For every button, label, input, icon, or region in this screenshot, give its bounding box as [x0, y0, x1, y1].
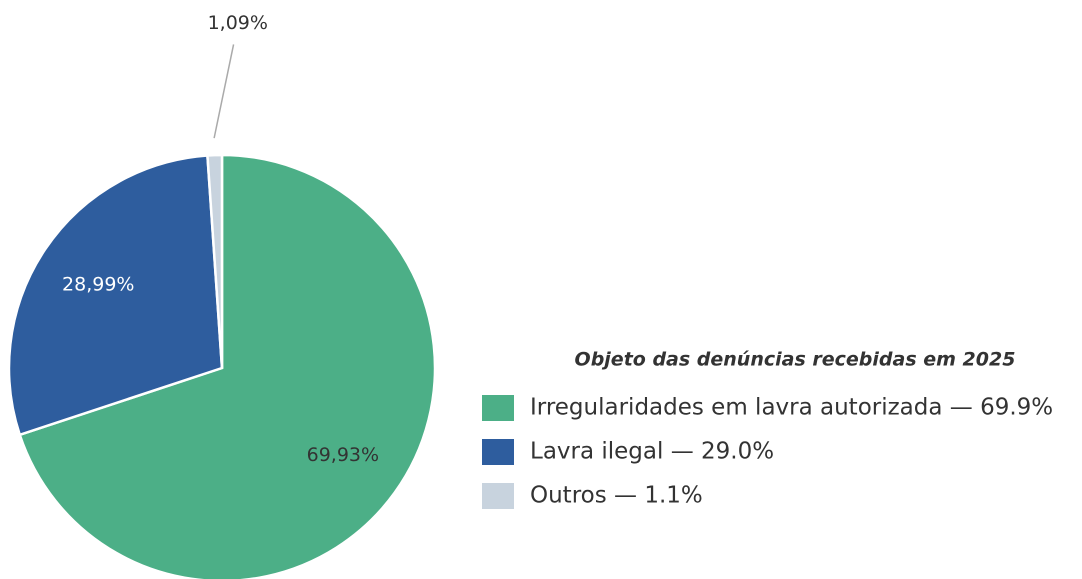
legend-label: Irregularidades em lavra autorizada — 69… [530, 395, 1053, 421]
legend-title: Objeto das denúncias recebidas em 2025 [575, 349, 1016, 371]
legend-swatch [482, 483, 514, 509]
pie-slice [206, 153, 224, 369]
data-label: 28,99% [62, 273, 134, 295]
legend-label: Lavra ilegal — 29.0% [530, 439, 774, 465]
pie-slice [7, 154, 224, 437]
legend-swatch [482, 439, 514, 465]
legend-label: Outros — 1.1% [530, 483, 703, 509]
leader-line [213, 44, 235, 139]
data-label: 1,09% [208, 12, 268, 34]
pie-slice [18, 153, 437, 579]
data-label: 69,93% [307, 444, 379, 466]
legend-swatch [482, 395, 514, 421]
